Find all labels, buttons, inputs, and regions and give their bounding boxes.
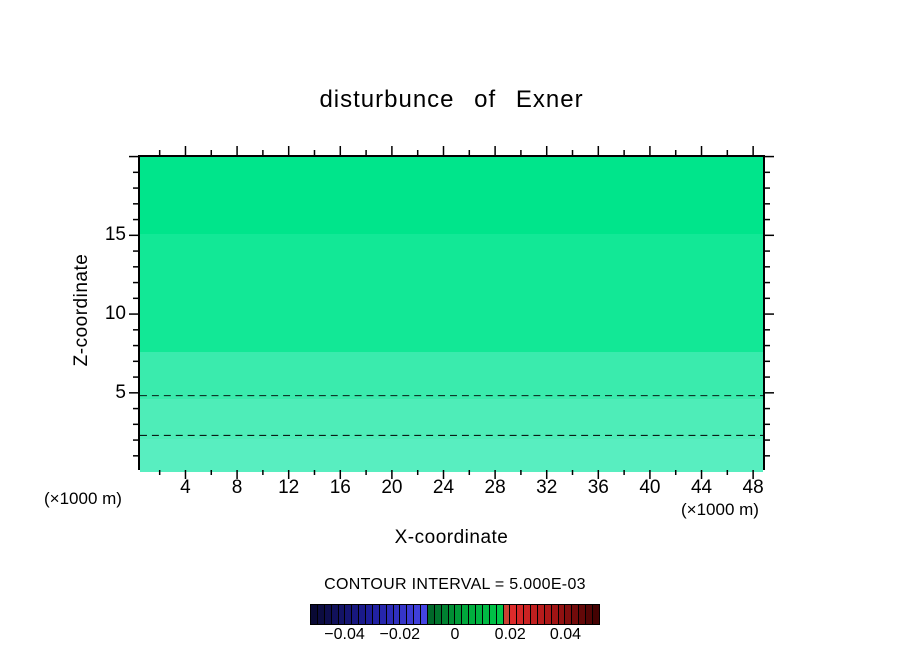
colorbar-cell [324, 605, 332, 624]
plot-area [138, 155, 765, 472]
x-axis-tick-label: 4 [180, 477, 191, 498]
colorbar-cell [317, 605, 325, 624]
colorbar-cell [421, 605, 428, 624]
colorbar-cell [476, 605, 483, 624]
colorbar-cell [407, 605, 415, 624]
colorbar-cell [586, 605, 593, 624]
colorbar-cell [455, 605, 463, 624]
colorbar-cell [400, 605, 408, 624]
y-axis-tick-label: 10 [104, 303, 126, 325]
x-axis-tick-label: 16 [329, 477, 351, 498]
colorbar-cell [462, 605, 470, 624]
colorbar-cell [482, 605, 490, 624]
colorbar-cell [565, 605, 573, 624]
colorbar-cell [311, 605, 318, 624]
colorbar-cell [537, 605, 545, 624]
x-axis-tick-label: 28 [484, 477, 506, 498]
x-axis-tick-label: 36 [587, 477, 609, 498]
colorbar-tick-label: 0.02 [494, 626, 526, 643]
colorbar-cell [503, 605, 511, 624]
colorbar-cell [372, 605, 380, 624]
colorbar-cell [448, 605, 456, 624]
contour-fill-band [140, 398, 763, 439]
x-axis-tick-label: 48 [742, 477, 764, 498]
x-axis-tick-label: 8 [231, 477, 243, 498]
x-axis-tick-label: 12 [278, 477, 300, 498]
colorbar-cell [592, 605, 599, 624]
colorbar-cell [386, 605, 394, 624]
colorbar-cell [414, 605, 421, 624]
colorbar-cell [441, 605, 449, 624]
colorbar-cell [572, 605, 580, 624]
colorbar [310, 604, 600, 625]
x-axis-tick-label: 32 [536, 477, 558, 498]
x-axis-tick-label: 40 [639, 477, 661, 498]
contour-fill-band [140, 438, 763, 472]
contour-fill-band [140, 234, 763, 353]
colorbar-cell [338, 605, 346, 624]
colorbar-cell [352, 605, 360, 624]
x-axis-unit-label: (×1000 m) [681, 500, 759, 519]
colorbar-cell [331, 605, 339, 624]
y-axis-tick-label: 15 [104, 224, 126, 246]
y-axis-unit-label: (×1000 m) [44, 489, 122, 508]
x-axis-tick-label: 20 [381, 477, 403, 498]
contour-interval-label: CONTOUR INTERVAL = 5.000E-03 [324, 576, 586, 593]
colorbar-cell [524, 605, 531, 624]
colorbar-cell [558, 605, 566, 624]
colorbar-cell [359, 605, 366, 624]
contour-fill-band [140, 352, 763, 399]
contour-fill-band [140, 157, 763, 235]
colorbar-tick-label: 0 [450, 626, 460, 643]
colorbar-cell [427, 605, 435, 624]
colorbar-cell [551, 605, 559, 624]
colorbar-cell [345, 605, 353, 624]
colorbar-cell [393, 605, 401, 624]
colorbar-tick-label: −0.02 [379, 626, 420, 643]
colorbar-cell [517, 605, 525, 624]
colorbar-cell [496, 605, 504, 624]
colorbar-cell [489, 605, 497, 624]
colorbar-tick-label: −0.04 [324, 626, 365, 643]
chart-title: disturbunce of Exner [319, 86, 584, 113]
colorbar-cell [544, 605, 552, 624]
colorbar-tick-label: 0.04 [549, 626, 582, 643]
x-axis-tick-label: 44 [690, 477, 713, 498]
colorbar-cell [379, 605, 387, 624]
colorbar-cell [434, 605, 442, 624]
x-axis-title: X-coordinate [394, 527, 509, 548]
colorbar-cell [579, 605, 586, 624]
colorbar-cell [366, 605, 373, 624]
y-axis-tick-label: 5 [115, 381, 126, 403]
dashed-contour-lines [140, 395, 763, 436]
colorbar-cell [469, 605, 476, 624]
colorbar-cell [531, 605, 538, 624]
colorbar-cell [510, 605, 518, 624]
x-axis-tick-label: 24 [432, 477, 455, 498]
contour-fill-bands [140, 157, 763, 472]
